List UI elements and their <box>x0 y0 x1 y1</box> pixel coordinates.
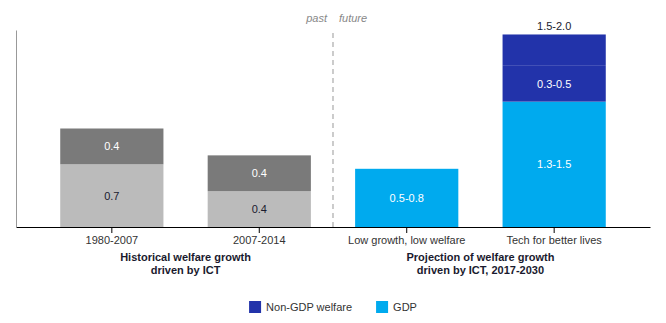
y-axis-line <box>16 31 17 228</box>
bar-segment <box>355 169 458 227</box>
x-tick-mark <box>111 227 112 233</box>
bar-segment <box>60 129 163 165</box>
x-tick-mark <box>406 227 407 233</box>
bar-segment <box>503 66 606 102</box>
bar-segment <box>60 128 163 129</box>
data-label: 0.5-0.8 <box>390 192 424 204</box>
x-axis: 1980-2007 2007-2014 Low growth, low welfar… <box>17 227 651 246</box>
x-tick: Tech for better lives <box>506 227 602 246</box>
legend-label: GDP <box>393 301 417 313</box>
legend-swatch <box>249 301 261 313</box>
legend-item: GDP <box>376 301 417 313</box>
bar-segment <box>355 168 458 169</box>
data-label: 0.4 <box>104 140 119 152</box>
data-labels: 0.7 0.4 0.5-0.8 1.3-1.5 0.4 0.4 0.3-0.5 1.5-2.0 <box>104 20 571 214</box>
x-tick-label: Low growth, low welfare <box>348 234 465 246</box>
x-tick-label: 2007-2014 <box>233 234 286 246</box>
legend-label: Non-GDP welfare <box>266 301 352 313</box>
legend: Non-GDP welfare GDP <box>249 301 417 313</box>
group-label-line: driven by ICT, 2017-2030 <box>417 264 544 276</box>
group-label-line: driven by ICT <box>151 264 221 276</box>
annotations: pastfutureHistorical welfare growthdrive… <box>120 12 555 276</box>
x-tick: 1980-2007 <box>86 227 139 246</box>
bar-segment <box>503 34 606 65</box>
bar-segment <box>355 168 458 169</box>
data-label: 0.7 <box>104 190 119 202</box>
group-label: Projection of welfare growthdriven by IC… <box>406 251 554 276</box>
future-label: future <box>339 12 367 24</box>
x-tick-label: Tech for better lives <box>506 234 602 246</box>
bar-segment <box>208 155 311 156</box>
data-label: 0.4 <box>252 167 267 179</box>
bar-segment <box>208 191 311 227</box>
bar-segment <box>208 155 311 191</box>
x-tick: 2007-2014 <box>233 227 286 246</box>
group-label: Historical welfare growthdriven by ICT <box>120 251 251 276</box>
bar-segment <box>503 102 606 227</box>
chart: 1980-2007 2007-2014 Low growth, low welfar… <box>0 0 666 323</box>
bars <box>60 34 606 227</box>
plot: 1980-2007 2007-2014 Low growth, low welfar… <box>17 12 651 276</box>
bar-segment <box>60 164 163 227</box>
x-tick-label: 1980-2007 <box>86 234 139 246</box>
data-label: 0.3-0.5 <box>537 78 571 90</box>
divider <box>332 30 333 227</box>
legend-item: Non-GDP welfare <box>249 301 352 313</box>
past-label: past <box>305 12 328 24</box>
y-axis <box>16 31 17 228</box>
x-tick-mark <box>259 227 260 233</box>
x-tick: Low growth, low welfare <box>348 227 465 246</box>
group-label-line: Historical welfare growth <box>120 251 251 263</box>
data-label: 1.3-1.5 <box>537 158 571 170</box>
group-label-line: Projection of welfare growth <box>406 251 554 263</box>
data-label: 0.4 <box>252 203 267 215</box>
x-tick-mark <box>554 227 555 233</box>
legend-swatch <box>376 301 388 313</box>
data-label: 1.5-2.0 <box>537 20 571 32</box>
